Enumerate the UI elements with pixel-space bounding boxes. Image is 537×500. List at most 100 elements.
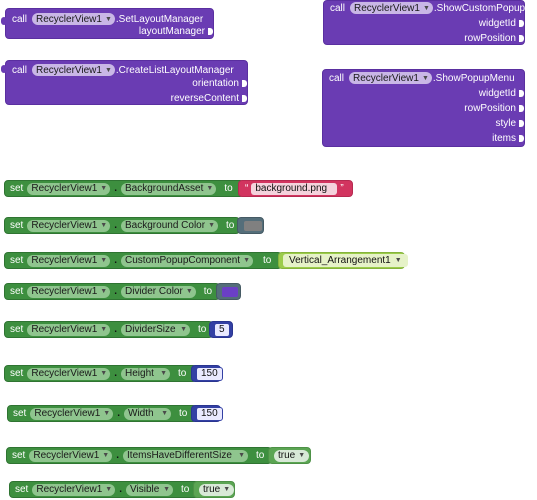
param-socket[interactable] bbox=[242, 95, 247, 102]
component-value-block[interactable]: Vertical_Arrangement1 ▼ bbox=[278, 252, 408, 269]
set-keyword: set bbox=[10, 286, 24, 297]
call-keyword: call bbox=[330, 2, 346, 14]
call-show-custom-popup-block[interactable]: call RecyclerView1 ▼ .ShowCustomPopup wid… bbox=[323, 0, 525, 45]
property-dropdown[interactable]: DividerSize ▼ bbox=[121, 323, 191, 336]
triangle-down-icon: ▼ bbox=[100, 222, 108, 229]
call-create-list-layout-manager-block[interactable]: call RecyclerView1 ▼ .CreateListLayoutMan… bbox=[1, 60, 248, 105]
dot-separator: . bbox=[114, 368, 118, 379]
set-height-block[interactable]: set RecyclerView1 ▼ . Height ▼ to bbox=[4, 365, 197, 382]
component-dropdown[interactable]: RecyclerView1 ▼ bbox=[27, 367, 111, 380]
set-background-color-block[interactable]: set RecyclerView1 ▼ . Background Color ▼ t… bbox=[4, 217, 240, 234]
color-value-block[interactable] bbox=[216, 283, 241, 300]
triangle-down-icon: ▼ bbox=[104, 66, 112, 74]
block-connector bbox=[1, 17, 7, 25]
call-keyword: call bbox=[12, 64, 28, 76]
property-dropdown[interactable]: Divider Color ▼ bbox=[121, 285, 196, 298]
component-dropdown[interactable]: RecyclerView1 ▼ bbox=[32, 64, 115, 76]
set-visible-block[interactable]: set RecyclerView1 ▼ . Visible ▼ to bbox=[9, 481, 200, 498]
call-set-layout-manager-block[interactable]: call RecyclerView1 ▼ .SetLayoutManager la… bbox=[1, 8, 214, 39]
to-keyword: to bbox=[256, 450, 265, 461]
set-divider-size-block[interactable]: set RecyclerView1 ▼ . DividerSize ▼ to bbox=[4, 321, 213, 338]
triangle-down-icon: ▼ bbox=[100, 288, 108, 295]
call-keyword: call bbox=[329, 72, 345, 84]
component-dropdown[interactable]: RecyclerView1 ▼ bbox=[27, 285, 111, 298]
component-dropdown[interactable]: RecyclerView1 ▼ bbox=[27, 254, 111, 267]
property-dropdown[interactable]: BackgroundAsset ▼ bbox=[121, 182, 217, 195]
call-keyword: call bbox=[12, 13, 28, 25]
param-socket[interactable] bbox=[519, 135, 524, 142]
dot-separator: . bbox=[119, 484, 123, 495]
component-dropdown[interactable]: RecyclerView1 ▼ bbox=[29, 449, 113, 462]
text-value-block[interactable]: “ background.png ” bbox=[238, 180, 353, 197]
property-dropdown[interactable]: Background Color ▼ bbox=[121, 219, 218, 232]
text-value[interactable]: background.png bbox=[251, 182, 338, 195]
property-dropdown[interactable]: CustomPopupComponent ▼ bbox=[121, 254, 254, 267]
to-keyword: to bbox=[179, 408, 188, 419]
set-background-asset-block[interactable]: set RecyclerView1 ▼ . BackgroundAsset ▼ to bbox=[4, 180, 244, 197]
property-dropdown[interactable]: ItemsHaveDifferentSize ▼ bbox=[123, 449, 249, 462]
component-dropdown[interactable]: RecyclerView1 ▼ bbox=[349, 72, 432, 84]
param-label: widgetId bbox=[478, 88, 516, 99]
component-dropdown[interactable]: RecyclerView1 ▼ bbox=[32, 483, 116, 496]
param-label: widgetId bbox=[478, 18, 516, 29]
number-value[interactable]: 150 bbox=[196, 366, 223, 381]
param-label: reverseContent bbox=[170, 93, 239, 104]
property-dropdown[interactable]: Width ▼ bbox=[124, 407, 172, 420]
triangle-down-icon: ▼ bbox=[223, 486, 231, 493]
dot-separator: . bbox=[114, 183, 118, 194]
component-value[interactable]: Vertical_Arrangement1 ▼ bbox=[283, 254, 408, 267]
param-socket[interactable] bbox=[242, 80, 247, 87]
triangle-down-icon: ▼ bbox=[243, 257, 251, 264]
set-items-have-different-size-block[interactable]: set RecyclerView1 ▼ . ItemsHaveDifferentS… bbox=[6, 447, 272, 464]
set-keyword: set bbox=[10, 183, 24, 194]
param-socket[interactable] bbox=[519, 20, 524, 27]
boolean-dropdown[interactable]: true ▼ bbox=[199, 483, 235, 496]
component-dropdown[interactable]: RecyclerView1 ▼ bbox=[350, 2, 433, 14]
property-dropdown[interactable]: Height ▼ bbox=[121, 367, 171, 380]
property-dropdown[interactable]: Visible ▼ bbox=[126, 483, 174, 496]
call-show-popup-menu-block[interactable]: call RecyclerView1 ▼ .ShowPopupMenu widge… bbox=[322, 69, 525, 147]
set-keyword: set bbox=[10, 220, 24, 231]
color-swatch[interactable] bbox=[244, 221, 262, 231]
component-dropdown[interactable]: RecyclerView1 ▼ bbox=[27, 219, 111, 232]
triangle-down-icon: ▼ bbox=[208, 222, 215, 229]
set-width-block[interactable]: set RecyclerView1 ▼ . Width ▼ to bbox=[7, 405, 197, 422]
logic-value-block[interactable]: true ▼ bbox=[268, 447, 311, 464]
triangle-down-icon: ▼ bbox=[104, 15, 112, 23]
component-dropdown[interactable]: RecyclerView1 ▼ bbox=[32, 13, 115, 25]
param-socket[interactable] bbox=[208, 28, 213, 35]
number-value-block[interactable]: 150 bbox=[191, 405, 223, 422]
color-value-block[interactable] bbox=[237, 217, 264, 234]
logic-value-block[interactable]: true ▼ bbox=[193, 481, 235, 498]
triangle-down-icon: ▼ bbox=[161, 410, 169, 417]
component-dropdown[interactable]: RecyclerView1 ▼ bbox=[27, 182, 111, 195]
number-value[interactable]: 150 bbox=[196, 406, 223, 421]
boolean-dropdown[interactable]: true ▼ bbox=[274, 449, 310, 462]
method-name: .SetLayoutManager bbox=[115, 13, 204, 25]
set-divider-color-block[interactable]: set RecyclerView1 ▼ . Divider Color ▼ to bbox=[4, 283, 220, 300]
number-value-block[interactable]: 150 bbox=[191, 365, 223, 382]
param-socket[interactable] bbox=[519, 90, 524, 97]
param-socket[interactable] bbox=[519, 105, 524, 112]
triangle-down-icon: ▼ bbox=[100, 370, 108, 377]
set-keyword: set bbox=[12, 450, 26, 461]
component-dropdown[interactable]: RecyclerView1 ▼ bbox=[27, 323, 111, 336]
set-custom-popup-component-block[interactable]: set RecyclerView1 ▼ . CustomPopupComponen… bbox=[4, 252, 282, 269]
param-socket[interactable] bbox=[519, 120, 524, 127]
param-socket[interactable] bbox=[519, 35, 524, 42]
param-label: items bbox=[492, 133, 516, 144]
component-dropdown[interactable]: RecyclerView1 ▼ bbox=[30, 407, 114, 420]
method-name: .CreateListLayoutManager bbox=[115, 64, 234, 76]
set-keyword: set bbox=[10, 324, 24, 335]
number-value[interactable]: 5 bbox=[214, 322, 230, 337]
set-keyword: set bbox=[10, 255, 24, 266]
to-keyword: to bbox=[226, 220, 235, 231]
method-name: .ShowPopupMenu bbox=[432, 72, 515, 84]
method-name: .ShowCustomPopup bbox=[433, 2, 526, 14]
to-keyword: to bbox=[224, 183, 233, 194]
dot-separator: . bbox=[114, 220, 118, 231]
param-label: style bbox=[495, 118, 516, 129]
number-value-block[interactable]: 5 bbox=[209, 321, 233, 338]
color-swatch[interactable] bbox=[222, 287, 238, 297]
triangle-down-icon: ▼ bbox=[180, 326, 188, 333]
